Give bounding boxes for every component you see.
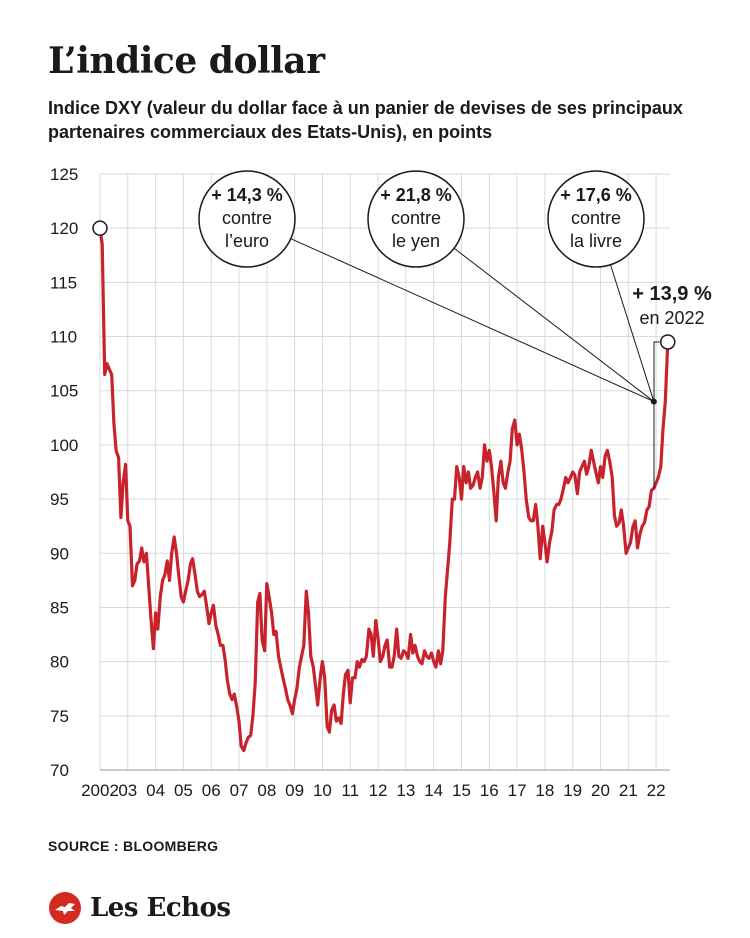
x-tick-label: 20 — [591, 781, 610, 800]
callouts: + 14,3 % contre l’euro + 21,8 % contre le yen… — [92, 170, 712, 489]
callout-leader-line — [453, 247, 655, 402]
x-tick-label: 16 — [480, 781, 499, 800]
x-tick-label: 21 — [619, 781, 638, 800]
x-tick-label: 15 — [452, 781, 471, 800]
y-tick-label: 85 — [50, 598, 69, 617]
chart-title: L’indice dollar — [48, 40, 325, 82]
x-tick-label: 18 — [535, 781, 554, 800]
source-note: SOURCE : BLOOMBERG — [48, 838, 219, 854]
brand-logo-block: Les Echos — [48, 888, 231, 928]
callout-leaders — [290, 238, 655, 403]
brand-name: Les Echos — [90, 893, 231, 923]
x-tick-label: 10 — [313, 781, 332, 800]
x-tick-label: 2002 — [81, 781, 119, 800]
x-tick-label: 22 — [647, 781, 666, 800]
x-tick-label: 14 — [424, 781, 443, 800]
y-tick-label: 95 — [50, 490, 69, 509]
callout-line3: la livre — [570, 231, 622, 251]
x-tick-label: 05 — [174, 781, 193, 800]
callout-leader-line — [290, 238, 655, 403]
x-tick-label: 09 — [285, 781, 304, 800]
callout-line3: l’euro — [225, 231, 269, 251]
y-tick-label: 110 — [50, 328, 77, 347]
callout-line2: contre — [571, 208, 621, 228]
grid-layer — [99, 173, 670, 771]
year-change-label: en 2022 — [639, 308, 704, 328]
y-axis: 70 75 80 85 90 95 100 105 110 115 120 125 — [50, 165, 78, 780]
callout-value: + 21,8 % — [380, 185, 452, 205]
callout-value: + 14,3 % — [211, 185, 283, 205]
x-tick-label: 08 — [257, 781, 276, 800]
x-tick-label: 12 — [369, 781, 388, 800]
callout-line3: le yen — [392, 231, 440, 251]
series-line-layer — [98, 226, 670, 753]
callout-circle — [198, 170, 296, 268]
y-tick-label: 75 — [50, 707, 69, 726]
x-tick-label: 07 — [230, 781, 249, 800]
year-change-bracket — [653, 341, 660, 489]
callout-circle — [547, 170, 645, 268]
callout-value: + 17,6 % — [560, 185, 632, 205]
end-point-marker — [660, 334, 676, 350]
x-tick-label: 04 — [146, 781, 165, 800]
y-tick-label: 105 — [50, 382, 78, 401]
start-point-marker — [92, 220, 108, 236]
callout-line2: contre — [391, 208, 441, 228]
year-change-value: + 13,9 % — [632, 283, 712, 305]
chart-svg: 70 75 80 85 90 95 100 105 110 115 120 125 2002 03 04 0… — [50, 165, 712, 800]
x-tick-label: 19 — [563, 781, 582, 800]
x-tick-label: 13 — [396, 781, 415, 800]
callout-leader-line — [610, 264, 655, 402]
chart-subtitle: Indice DXY (valeur du dollar face à un p… — [48, 98, 683, 142]
x-tick-label: 11 — [341, 781, 359, 800]
x-tick-label: 06 — [202, 781, 221, 800]
callout-circle — [367, 170, 465, 268]
y-tick-label: 100 — [50, 436, 78, 455]
y-tick-label: 70 — [50, 761, 69, 780]
les-echos-logo-icon — [49, 892, 81, 924]
callout-line2: contre — [222, 208, 272, 228]
x-tick-label: 03 — [118, 781, 137, 800]
x-axis: 2002 03 04 05 06 07 08 09 10 11 12 13 14 15 16 17 18 19 20… — [81, 781, 665, 800]
dxy-series-line — [98, 226, 670, 753]
y-tick-label: 120 — [50, 219, 78, 238]
y-tick-label: 125 — [50, 165, 78, 184]
x-tick-label: 17 — [508, 781, 527, 800]
y-tick-label: 115 — [50, 273, 77, 292]
y-tick-label: 80 — [50, 653, 69, 672]
y-tick-label: 90 — [50, 544, 69, 563]
